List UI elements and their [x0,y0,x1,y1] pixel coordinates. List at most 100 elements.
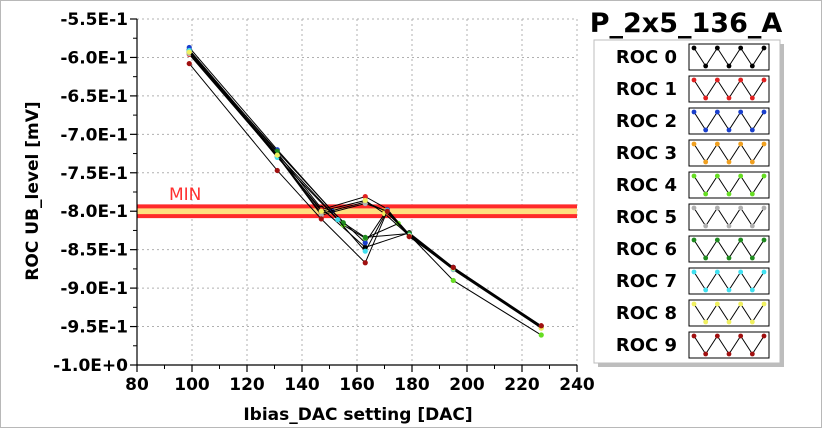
legend-marker [738,141,744,147]
legend-marker [726,63,732,69]
legend-marker [761,205,767,211]
series-line [188,63,542,327]
legend-marker [703,159,709,165]
legend-label: ROC 8 [616,303,677,324]
x-tick-label: 180 [394,375,430,395]
legend-marker [714,237,720,243]
legend-marker [714,205,720,211]
y-tick-label: -7.5E-1 [60,164,128,184]
legend-marker [749,255,755,261]
legend-marker [738,77,744,83]
y-tick-label: -5.5E-1 [60,10,128,30]
legend-marker [703,255,709,261]
data-point [274,167,280,174]
data-point [318,216,324,222]
legend-label: ROC 2 [616,111,677,132]
legend-marker [738,45,744,51]
legend-marker [738,173,744,179]
legend-label: ROC 7 [616,271,677,292]
legend-marker [703,223,709,229]
legend-marker [761,269,767,275]
legend-marker [726,223,732,229]
legend-marker [691,45,697,51]
legend-marker [738,269,744,275]
legend-marker [761,77,767,83]
legend-marker [714,269,720,275]
data-point [538,323,544,329]
data-point [362,240,368,246]
data-point [274,148,280,154]
data-point [186,49,192,55]
axes: 80 100 120 140 160 180 200 220 240 -5.5E-1 -6.0E-1… [53,10,595,395]
x-tick-label: 120 [229,375,265,395]
legend-marker [691,333,697,339]
x-tick-label: 160 [339,375,375,395]
x-tick-label: 240 [559,375,595,395]
legend-marker [703,63,709,69]
legend-marker [703,95,709,101]
y-tick-label: -9.5E-1 [60,318,128,338]
data-point [318,208,324,214]
x-axis-label: Ibias_DAC setting [DAC] [243,405,472,425]
data-point [450,264,456,270]
legend-item: ROC 6 [616,235,770,263]
legend-marker [691,205,697,211]
data-point [362,197,368,204]
legend-marker [726,351,732,357]
y-tick-label: -1.0E+0 [53,356,128,376]
legend-marker [726,255,732,261]
legend-marker [749,223,755,229]
legend-marker [703,191,709,197]
data-point [362,194,368,200]
data-point [406,233,412,240]
legend-item: ROC 3 [616,139,770,167]
data-point [384,208,390,214]
legend-marker [761,141,767,147]
legend-item: ROC 4 [616,171,770,199]
legend-marker [691,269,697,275]
data-point [274,152,280,158]
legend-item: ROC 8 [616,299,770,327]
legend-marker [714,45,720,51]
data-point [362,260,368,266]
legend-label: ROC 5 [616,207,677,228]
legend-marker [749,351,755,357]
y-tick-label: -6.5E-1 [60,87,128,107]
legend-marker [714,173,720,179]
legend-item: ROC 2 [616,107,770,135]
legend-marker [761,301,767,307]
legend-marker [691,173,697,179]
legend-marker [703,319,709,325]
legend-marker [749,287,755,293]
legend-marker [691,109,697,115]
legend-marker [714,333,720,339]
data-point [538,332,544,338]
x-tick-label: 140 [284,375,320,395]
plot-area [136,18,578,366]
legend-label: ROC 3 [616,143,677,164]
legend-marker [726,191,732,197]
legend: ROC 0 ROC 1 ROC 2 ROC 3 ROC 4 ROC 5 ROC 6 ROC 7… [593,39,784,367]
legend-marker [691,301,697,307]
legend-label: ROC 4 [616,175,677,196]
legend-item: ROC 1 [616,75,770,103]
data-point [362,234,368,240]
legend-marker [761,173,767,179]
legend-marker [726,287,732,293]
legend-marker [749,159,755,165]
legend-marker [726,127,732,133]
legend-marker [726,95,732,101]
x-tick-label: 220 [504,375,540,395]
legend-marker [703,287,709,293]
legend-label: ROC 6 [616,239,677,260]
legend-marker [714,109,720,115]
legend-marker [738,109,744,115]
y-tick-label: -8.0E-1 [60,202,128,222]
legend-marker [714,141,720,147]
legend-marker [738,333,744,339]
legend-item: ROC 0 [616,43,770,71]
legend-marker [761,333,767,339]
legend-marker [761,45,767,51]
x-tick-label: 200 [449,375,485,395]
